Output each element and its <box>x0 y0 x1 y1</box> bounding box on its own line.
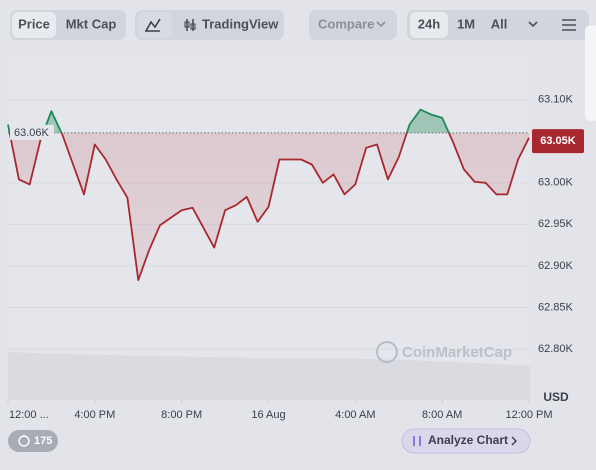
baseline-label-bg <box>10 124 54 140</box>
range-group <box>407 10 589 40</box>
tab[interactable]: Mkt Cap <box>66 16 117 31</box>
current-price-label: 63.05K <box>540 135 576 147</box>
badge[interactable] <box>8 430 58 452</box>
candle-icon <box>184 21 190 28</box>
x-tick-label: 12:00 PM <box>505 409 552 421</box>
y-tick-label: 63.00K <box>538 177 574 189</box>
settings-icon[interactable] <box>562 19 576 31</box>
baseline-label: 63.06K <box>14 127 50 139</box>
range-dropdown[interactable] <box>528 21 538 28</box>
compare-group <box>309 10 397 40</box>
x-tick-label: 4:00 PM <box>74 409 115 421</box>
tab[interactable]: Price <box>18 16 50 31</box>
x-tick-label: 16 Aug <box>251 409 285 421</box>
x-tick-label: 12:00 ... <box>9 409 49 421</box>
line-icon <box>145 18 161 32</box>
volume-area <box>8 352 530 400</box>
x-tick-label: 4:00 AM <box>335 409 375 421</box>
analyze-icon <box>413 436 421 446</box>
candle-icon <box>190 23 196 30</box>
y-tick-label: 62.80K <box>538 343 574 355</box>
range-selected <box>410 12 448 38</box>
compare-button[interactable]: Compare <box>318 16 374 31</box>
badge-icon <box>18 435 30 447</box>
watermark-logo <box>376 341 398 363</box>
badge-count: 175 <box>34 435 52 447</box>
chevron <box>376 21 386 28</box>
y-unit: USD <box>543 390 569 404</box>
range[interactable]: All <box>491 16 508 31</box>
current-price-tag <box>532 129 584 154</box>
area <box>8 109 529 281</box>
tool-group <box>135 10 284 40</box>
range[interactable]: 1M <box>457 16 475 31</box>
y-tick-label: 63.10K <box>538 93 574 105</box>
popup-edge <box>585 25 596 121</box>
watermark: CoinMarketCap <box>402 344 512 361</box>
tradingview-button[interactable]: TradingView <box>202 16 279 31</box>
tab-selected <box>12 12 56 38</box>
x-tick-label: 8:00 AM <box>422 409 462 421</box>
y-tick-label: 62.95K <box>538 218 574 230</box>
analyze-button[interactable] <box>401 428 531 454</box>
line-button[interactable] <box>138 12 172 38</box>
y-tick-label: 62.90K <box>538 260 574 272</box>
plot: 62.80K 62.85K 62.90K 62.95K 63.00K 63.10K 12:0… <box>7 93 584 421</box>
price-line <box>7 108 530 281</box>
plot-area <box>8 58 530 400</box>
y-tick-label: 62.85K <box>538 301 574 313</box>
analyze-label: Analyze Chart <box>428 433 508 447</box>
range[interactable]: 24h <box>418 16 440 31</box>
x-tick-label: 8:00 PM <box>161 409 202 421</box>
chevron <box>511 436 517 446</box>
